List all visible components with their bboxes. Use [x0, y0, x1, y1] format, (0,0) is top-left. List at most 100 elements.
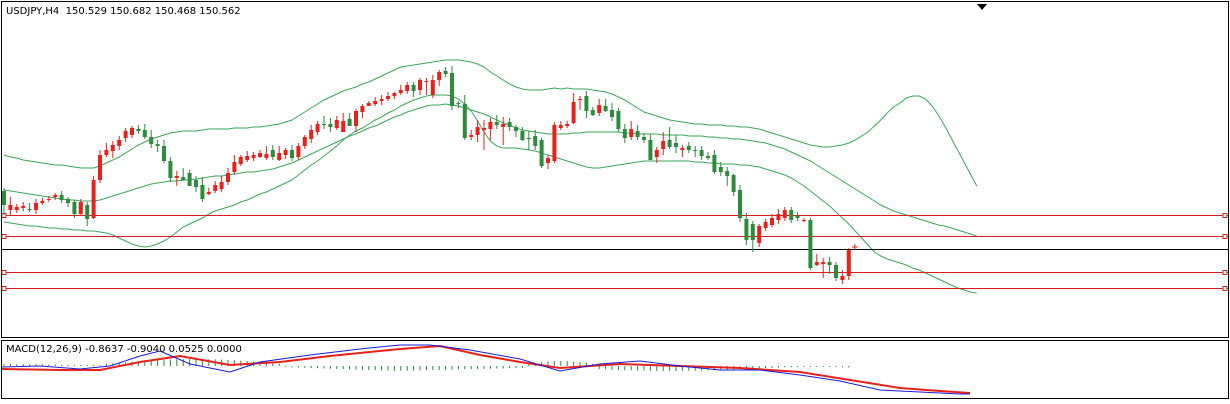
main-panel-frame — [1, 1, 1229, 338]
candle-body — [232, 162, 237, 172]
candle-body — [392, 93, 397, 96]
candle-body — [411, 85, 416, 91]
candle-body — [840, 276, 845, 280]
candle-body — [539, 140, 544, 166]
level-4-left-handle — [1, 286, 7, 291]
candle-body — [334, 120, 339, 128]
candle-body — [78, 202, 83, 214]
candle-body — [424, 81, 429, 82]
candle-body — [501, 124, 506, 127]
candle-body — [578, 99, 582, 100]
candle-body — [533, 136, 538, 146]
candle-body — [603, 106, 608, 111]
candle-body — [366, 103, 371, 106]
candle-body — [821, 262, 826, 264]
candle-body — [8, 205, 13, 210]
candle-body — [283, 150, 288, 155]
candle-body — [469, 135, 474, 137]
candle-body — [674, 143, 678, 147]
candle-body — [328, 124, 333, 127]
macd-label: MACD(12,26,9) -0.8637 -0.9040 0.0525 0.0… — [6, 344, 242, 355]
candle-body — [507, 122, 512, 127]
candle-body — [827, 262, 832, 265]
candle-body — [750, 224, 755, 240]
candle-body — [526, 138, 531, 139]
candle-body — [795, 216, 800, 218]
horizontal-levels[interactable] — [1, 213, 1228, 291]
candle-body — [494, 122, 499, 125]
candle-body — [347, 119, 352, 126]
candle-body — [110, 145, 115, 151]
candle-body — [373, 101, 378, 104]
candle-body — [302, 137, 307, 146]
candle-body — [782, 210, 787, 218]
candle-body — [629, 129, 634, 137]
candle-body — [258, 153, 262, 157]
candle-body — [46, 199, 51, 200]
candle-body — [706, 156, 710, 158]
candle-body — [488, 122, 493, 129]
candle-body — [123, 131, 128, 138]
bollinger-middle-line — [3, 103, 977, 237]
candle-body — [482, 128, 486, 130]
candle-body — [322, 124, 326, 125]
bollinger-bands — [3, 59, 978, 294]
candle-body — [661, 141, 666, 149]
candle-body — [219, 182, 224, 189]
shift-marker-icon[interactable] — [977, 4, 987, 10]
candle-body — [693, 150, 698, 151]
candle-body — [418, 80, 422, 90]
candle-body — [245, 156, 250, 160]
candle-body — [610, 110, 614, 117]
candle-body — [341, 121, 346, 132]
candle-body — [379, 99, 384, 101]
candle-body — [731, 175, 736, 192]
candle-body — [59, 195, 64, 200]
candle-body — [162, 146, 166, 161]
candle-body — [770, 218, 774, 225]
macd-main-line — [1, 344, 970, 395]
candle-body — [213, 185, 218, 191]
candlesticks — [2, 66, 858, 284]
candle-body — [430, 80, 435, 95]
candle-body — [85, 205, 90, 219]
candle-body — [642, 137, 646, 140]
candle-body — [738, 190, 742, 218]
candle-body — [155, 144, 160, 146]
macd-signal-line — [1, 344, 971, 394]
candle-body — [149, 137, 154, 144]
candle-body — [616, 111, 621, 129]
candle-body — [546, 158, 550, 163]
candle-body — [437, 72, 442, 80]
bollinger-lower-line — [3, 94, 977, 294]
candle-body — [571, 102, 576, 123]
candle-body — [104, 150, 109, 155]
candle-body — [597, 105, 602, 113]
candle-body — [98, 155, 102, 180]
candle-body — [590, 110, 595, 115]
candle-body — [168, 161, 173, 178]
level-3-right-handle — [1222, 270, 1228, 275]
candle-body — [718, 167, 723, 172]
candle-body — [514, 127, 518, 131]
bollinger-upper-line — [3, 59, 978, 187]
level-2-left-handle — [1, 234, 7, 239]
candle-body — [450, 73, 454, 106]
candle-body — [456, 103, 461, 104]
level-1-right-handle — [1222, 213, 1228, 218]
candle-body — [290, 150, 294, 158]
candle-body — [117, 140, 122, 146]
candle-body — [14, 207, 19, 210]
candle-body — [520, 131, 525, 140]
candle-body — [187, 173, 192, 186]
candle-body — [130, 128, 134, 135]
candle-body — [206, 192, 211, 194]
candle-body — [309, 130, 314, 139]
candle-body — [386, 96, 390, 99]
candle-body — [552, 125, 557, 161]
candle-body — [712, 155, 717, 172]
candle-body — [462, 104, 467, 138]
candle-body — [354, 111, 358, 126]
